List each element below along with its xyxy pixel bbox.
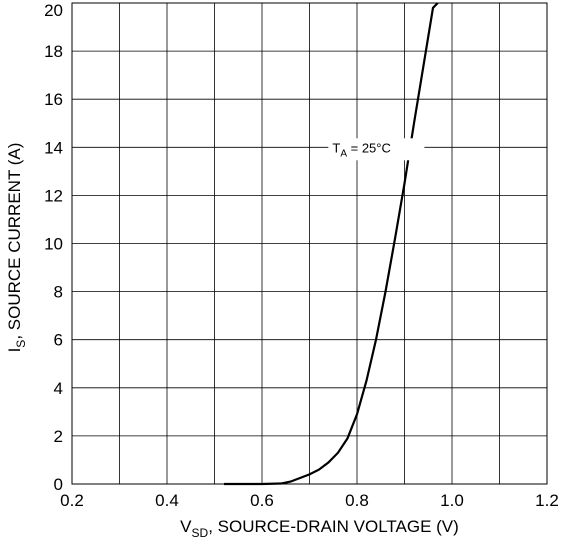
y-tick-label: 16 <box>44 90 63 109</box>
y-tick-label: 18 <box>44 42 63 61</box>
temperature-annotation: TA = 25°C <box>332 140 391 159</box>
annotation-rest: = 25°C <box>347 140 391 155</box>
x-tick-label: 0.8 <box>345 491 369 510</box>
annotation-background <box>328 138 425 161</box>
y-tick-label: 6 <box>54 331 63 350</box>
y-tick-labels: 0 2 4 6 8 10 12 14 16 18 20 <box>44 1 63 494</box>
y-axis-title-rest: , SOURCE CURRENT (A) <box>5 143 24 340</box>
y-tick-label: 14 <box>44 138 63 157</box>
y-axis-title-main: I <box>5 348 24 353</box>
annotation-sub: A <box>340 148 347 159</box>
y-axis-title: IS, SOURCE CURRENT (A) <box>5 143 28 353</box>
x-tick-label: 0.2 <box>60 491 84 510</box>
x-tick-label: 1.2 <box>535 491 559 510</box>
x-tick-label: 1.0 <box>440 491 464 510</box>
x-axis-title: VSD, SOURCE-DRAIN VOLTAGE (V) <box>180 517 459 540</box>
plot-frame <box>71 2 548 485</box>
y-tick-label: 0 <box>54 475 63 494</box>
x-axis-title-main: V <box>180 517 192 536</box>
y-tick-label: 2 <box>54 427 63 446</box>
y-tick-label: 12 <box>44 186 63 205</box>
y-tick-label: 8 <box>54 283 63 302</box>
x-tick-label: 0.6 <box>250 491 274 510</box>
grid <box>71 2 548 485</box>
y-tick-label: 4 <box>54 379 63 398</box>
x-axis-title-rest: , SOURCE-DRAIN VOLTAGE (V) <box>208 517 459 536</box>
annotation-main: T <box>332 140 340 155</box>
y-axis-title-sub: S <box>14 340 28 348</box>
y-tick-label: 10 <box>44 235 63 254</box>
x-tick-label: 0.4 <box>155 491 179 510</box>
y-tick-label: 20 <box>44 1 63 20</box>
x-axis-title-sub: SD <box>192 526 209 540</box>
x-tick-labels: 0.2 0.4 0.6 0.8 1.0 1.2 <box>60 491 559 510</box>
